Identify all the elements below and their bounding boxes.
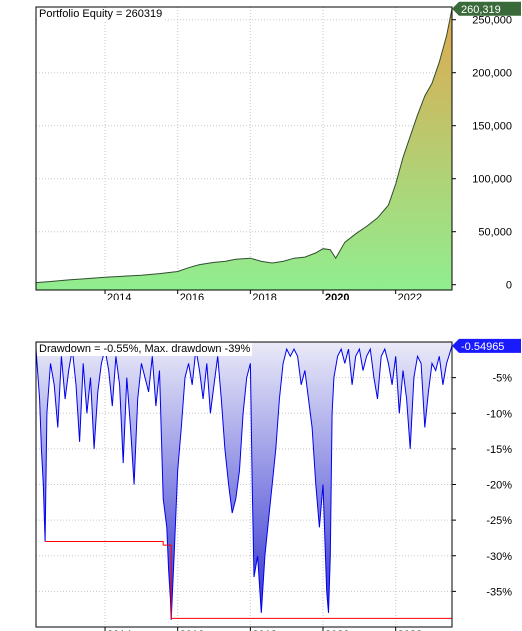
drawdown-chart: 2014 2016 2018 2020 2022 -5% -10% -15% -20% -25%…	[35, 338, 521, 631]
last-value-tag-shape	[452, 1, 521, 16]
last-value-tag-label: -0.54965	[461, 341, 504, 353]
drawdown-x-axis: 2014 2016 2018 2020 2022	[104, 627, 422, 631]
equity-last-value-tag: 260,319	[452, 1, 521, 16]
x-tick-label: 2016	[180, 629, 204, 631]
last-value-tag-label: 260,319	[461, 4, 501, 16]
y-tick-label: 0	[506, 280, 512, 292]
y-tick-label: -5%	[492, 373, 512, 385]
equity-x-axis: 2014 2016 2018 2020 2022	[104, 290, 422, 300]
y-tick-label: -15%	[486, 444, 512, 456]
x-tick-label: 2018	[252, 292, 276, 300]
equity-line	[35, 8, 453, 284]
equity-plot-frame	[35, 6, 453, 291]
equity-area	[36, 8, 452, 291]
equity-chart-panel: 2014 2016 2018 2020 2022 0 50,000 100,000 150,0…	[0, 0, 522, 300]
equity-chart: 2014 2016 2018 2020 2022 0 50,000 100,000 150,0…	[35, 1, 521, 300]
x-tick-label: 2022	[398, 629, 422, 631]
drawdown-last-value-tag: -0.54965	[452, 338, 521, 353]
x-tick-label: 2018	[252, 629, 276, 631]
drawdown-area	[36, 342, 452, 620]
equity-marks	[35, 8, 453, 291]
last-value-tag-shape	[452, 338, 521, 353]
y-tick-label: 50,000	[478, 227, 512, 239]
equity-chart-title: Portfolio Equity = 260319	[37, 8, 165, 21]
y-tick-label: -30%	[486, 551, 512, 563]
y-tick-label: -25%	[486, 515, 512, 527]
equity-y-axis: 0 50,000 100,000 150,000 200,000 250,000	[452, 15, 512, 292]
y-tick-label: 150,000	[472, 121, 512, 133]
drawdown-chart-title: Drawdown = -0.55%, Max. drawdown -39%	[37, 343, 253, 356]
x-tick-label: 2020	[325, 629, 349, 631]
drawdown-line	[35, 345, 453, 620]
x-tick-label: 2014	[107, 629, 131, 631]
drawdown-marks	[35, 342, 453, 620]
x-tick-label: 2014	[107, 292, 131, 300]
x-tick-label: 2022	[398, 292, 422, 300]
y-tick-label: 250,000	[472, 15, 512, 27]
x-tick-label: 2016	[180, 292, 204, 300]
y-tick-label: -35%	[486, 586, 512, 598]
y-tick-label: -20%	[486, 480, 512, 492]
drawdown-chart-panel: 2014 2016 2018 2020 2022 -5% -10% -15% -20% -25%…	[0, 338, 522, 631]
x-tick-label: 2020	[325, 292, 349, 300]
y-tick-label: 200,000	[472, 68, 512, 80]
drawdown-y-axis: -5% -10% -15% -20% -25% -30% -35%	[452, 373, 512, 598]
y-tick-label: -10%	[486, 408, 512, 420]
y-tick-label: 100,000	[472, 174, 512, 186]
max-drawdown-line	[45, 541, 452, 619]
